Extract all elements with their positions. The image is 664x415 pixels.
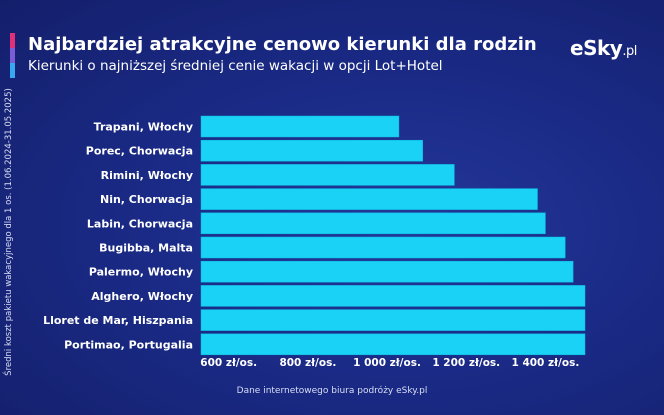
chart-subtitle: Kierunki o najniższej średniej cenie wak… xyxy=(28,58,443,74)
logo-main: eSky xyxy=(570,36,623,60)
bar-palermo-wlochy xyxy=(200,260,574,283)
bar-lloret-de-mar-hiszpania xyxy=(200,309,586,331)
bar-bugibba-malta xyxy=(200,236,566,259)
category-label-alghero-wlochy: Alghero, Włochy xyxy=(91,290,193,303)
category-label-bugibba-malta: Bugibba, Malta xyxy=(99,242,193,255)
category-label-portimao-portugalia: Portimao, Portugalia xyxy=(64,338,193,351)
category-label-lloret-de-mar-hiszpania: Lloret de Mar, Hiszpania xyxy=(43,314,193,327)
bar-trapani-wlochy xyxy=(200,115,400,138)
category-label-porec-chorwacja: Porec, Chorwacja xyxy=(86,145,193,158)
bar-porec-chorwacja xyxy=(200,139,423,162)
accent-bar-pink xyxy=(10,33,15,48)
category-label-rimini-wlochy: Rimini, Włochy xyxy=(101,169,193,182)
category-label-labin-chorwacja: Labin, Chorwacja xyxy=(87,217,193,230)
bar-portimao-portugalia xyxy=(200,333,586,356)
bar-rimini-wlochy xyxy=(200,164,455,186)
bar-nin-chorwacja xyxy=(200,188,538,210)
category-label-nin-chorwacja: Nin, Chorwacja xyxy=(100,193,193,206)
x-tick-label: 800 zł/os. xyxy=(279,357,336,369)
category-label-trapani-wlochy: Trapani, Włochy xyxy=(94,121,193,134)
x-tick-label: 600 zł/os. xyxy=(200,357,257,369)
chart-title: Najbardziej atrakcyjne cenowo kierunki d… xyxy=(28,34,537,55)
logo-tld: .pl xyxy=(622,44,637,59)
x-tick-label: 1 000 zł/os. xyxy=(353,357,421,369)
x-tick-label: 1 400 zł/os. xyxy=(511,357,579,369)
accent-bar-purple xyxy=(10,48,15,63)
x-tick-label: 1 200 zł/os. xyxy=(432,357,500,369)
accent-bar-blue xyxy=(10,63,15,78)
source-note: Dane internetowego biura podróży eSky.pl xyxy=(236,386,428,396)
bar-alghero-wlochy xyxy=(200,285,586,307)
bar-labin-chorwacja xyxy=(200,212,546,235)
category-label-palermo-wlochy: Palermo, Włochy xyxy=(89,266,193,279)
esky-logo: eSky.pl xyxy=(570,36,637,60)
